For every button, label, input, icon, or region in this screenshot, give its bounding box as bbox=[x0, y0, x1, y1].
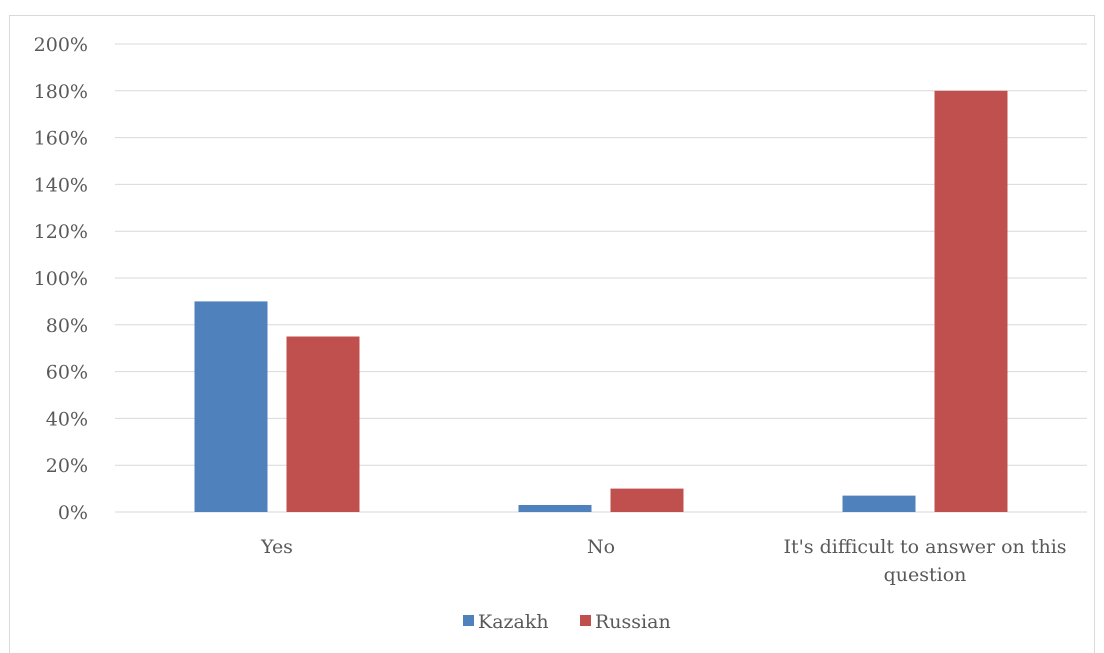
x-category-label: Yes bbox=[260, 536, 293, 558]
bar-russian-2 bbox=[934, 90, 1008, 513]
legend: Kazakh Russian bbox=[463, 611, 671, 633]
legend-label-kazakh: Kazakh bbox=[478, 611, 549, 633]
legend-label-russian: Russian bbox=[595, 611, 671, 633]
bar-russian-0 bbox=[286, 336, 360, 512]
y-tick-label: 140% bbox=[34, 174, 88, 196]
y-tick-label: 0% bbox=[58, 502, 88, 524]
bar-kazakh-2 bbox=[842, 495, 916, 512]
gridlines bbox=[115, 43, 1087, 513]
x-category-label: question bbox=[884, 564, 967, 586]
y-tick-label: 120% bbox=[34, 221, 88, 243]
y-tick-label: 200% bbox=[34, 34, 88, 56]
bars bbox=[194, 90, 1008, 513]
y-tick-label: 160% bbox=[34, 128, 88, 150]
y-tick-label: 80% bbox=[46, 315, 88, 337]
bar-russian-1 bbox=[610, 488, 684, 512]
bar-kazakh-0 bbox=[194, 301, 268, 512]
y-tick-label: 20% bbox=[46, 455, 88, 477]
x-axis-categories: Yes No It's difficult to answer on this que… bbox=[260, 536, 1066, 586]
legend-swatch-russian bbox=[580, 615, 591, 626]
y-tick-label: 100% bbox=[34, 268, 88, 290]
bar-kazakh-1 bbox=[518, 504, 592, 512]
y-tick-label: 60% bbox=[46, 362, 88, 384]
y-tick-label: 40% bbox=[46, 408, 88, 430]
y-axis-ticks: 0% 20% 40% 60% 80% 100% 120% 140% 160% 180% 200% bbox=[34, 34, 88, 524]
legend-swatch-kazakh bbox=[463, 615, 474, 626]
y-tick-label: 180% bbox=[34, 81, 88, 103]
x-category-label: It's difficult to answer on this bbox=[783, 536, 1066, 558]
x-category-label: No bbox=[587, 536, 615, 558]
chart-frame bbox=[9, 15, 1095, 653]
